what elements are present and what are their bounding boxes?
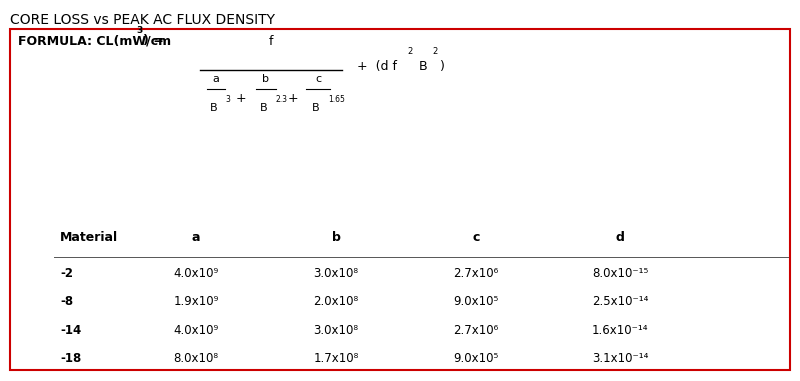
Text: 2: 2 (433, 47, 438, 56)
Text: -2: -2 (60, 267, 73, 280)
Text: B: B (259, 103, 267, 113)
Text: b: b (262, 74, 269, 84)
Text: -18: -18 (60, 352, 82, 365)
Text: +: + (235, 92, 246, 106)
Text: B: B (210, 103, 218, 113)
Text: B: B (312, 103, 320, 113)
Text: 2.7x10⁶: 2.7x10⁶ (454, 324, 498, 337)
Text: 1.65: 1.65 (328, 95, 345, 104)
Text: 2.5x10⁻¹⁴: 2.5x10⁻¹⁴ (592, 295, 648, 308)
Text: +  (d f: + (d f (357, 60, 397, 73)
Text: b: b (331, 231, 341, 243)
Text: a: a (213, 74, 219, 84)
Text: 2.0x10⁸: 2.0x10⁸ (314, 295, 358, 308)
Text: 1.9x10⁹: 1.9x10⁹ (174, 295, 218, 308)
Text: 8.0x10⁸: 8.0x10⁸ (174, 352, 218, 365)
Text: Material: Material (60, 231, 118, 243)
Text: c: c (472, 231, 480, 243)
Text: 1.6x10⁻¹⁴: 1.6x10⁻¹⁴ (592, 324, 648, 337)
Text: c: c (315, 74, 322, 84)
Text: 3.0x10⁸: 3.0x10⁸ (314, 324, 358, 337)
Text: -8: -8 (60, 295, 73, 308)
Text: 9.0x10⁵: 9.0x10⁵ (454, 352, 498, 365)
Text: 1.7x10⁸: 1.7x10⁸ (314, 352, 358, 365)
Text: 3: 3 (226, 95, 230, 104)
Text: 2.3: 2.3 (275, 95, 287, 104)
Text: f: f (269, 35, 274, 48)
Text: 3.1x10⁻¹⁴: 3.1x10⁻¹⁴ (592, 352, 648, 365)
Text: 3.0x10⁸: 3.0x10⁸ (314, 267, 358, 280)
Text: 2.7x10⁶: 2.7x10⁶ (454, 267, 498, 280)
Text: 3: 3 (136, 26, 142, 35)
Text: d: d (615, 231, 625, 243)
Text: +: + (287, 92, 298, 106)
Text: ) =: ) = (143, 34, 164, 47)
Text: a: a (192, 231, 200, 243)
Text: 9.0x10⁵: 9.0x10⁵ (454, 295, 498, 308)
Text: -14: -14 (60, 324, 82, 337)
Text: 8.0x10⁻¹⁵: 8.0x10⁻¹⁵ (592, 267, 648, 280)
Text: 4.0x10⁹: 4.0x10⁹ (174, 324, 218, 337)
Text: 4.0x10⁹: 4.0x10⁹ (174, 267, 218, 280)
Text: CORE LOSS vs PEAK AC FLUX DENSITY: CORE LOSS vs PEAK AC FLUX DENSITY (10, 13, 274, 27)
Text: B: B (415, 60, 428, 73)
Text: ): ) (440, 60, 445, 73)
Text: 2: 2 (407, 47, 413, 56)
Text: FORMULA: CL(mW/cm: FORMULA: CL(mW/cm (18, 34, 170, 47)
FancyBboxPatch shape (10, 29, 790, 370)
